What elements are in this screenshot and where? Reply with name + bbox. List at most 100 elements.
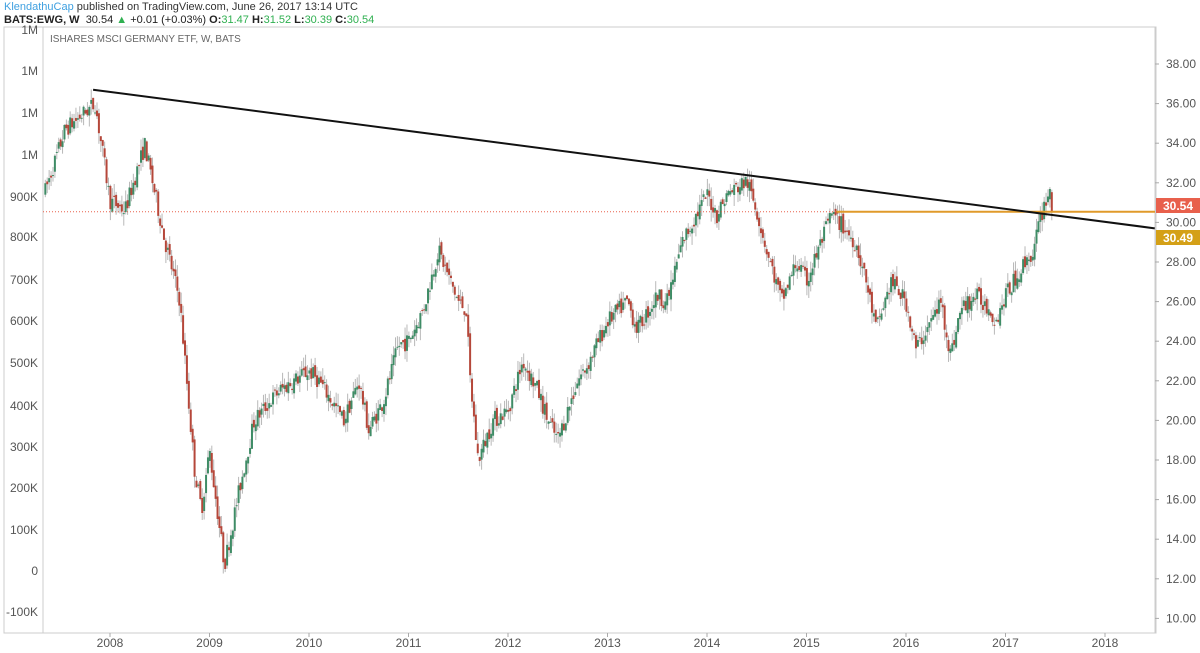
candle-up [63,124,66,140]
candle-up [1012,273,1015,293]
candle-down [815,253,818,258]
candle-down [105,159,108,184]
candle-up [503,408,506,417]
candle-up [111,198,114,213]
candle-down [155,189,158,192]
candle-down [469,333,472,376]
candle-down [168,244,171,255]
candle-down [878,316,881,318]
right-axis-label: 38.00 [1166,57,1196,71]
candle-down [631,309,634,326]
candle-down [620,298,623,314]
candle-down [224,558,227,569]
candle-up [654,292,657,308]
candle-down [509,408,512,412]
candle-up [928,322,931,328]
candle-up [287,382,290,394]
candle-down [771,258,774,267]
candle-up [53,155,56,172]
candle-up [819,239,822,246]
candle-up [344,418,347,424]
candle-up [918,337,921,339]
candle-up [1001,305,1004,310]
candle-up [143,138,146,159]
candle-down [159,218,162,226]
candle-down [264,402,267,411]
candle-up [80,117,83,119]
candle-up [664,301,667,310]
candle-up [505,409,508,413]
publisher-link[interactable]: KlendathuCap [4,1,74,13]
candle-down [74,117,77,121]
right-axis-label: 26.00 [1166,295,1196,309]
candle-up [430,274,433,290]
candle-up [666,293,669,306]
candle-down [59,139,62,147]
candle-up [270,405,273,407]
candle-down [446,262,449,273]
candle-up [44,183,47,195]
candle-up [840,216,843,233]
candle-up [1031,256,1034,261]
candle-down [191,428,194,443]
candle-up [675,261,678,270]
candle-down [991,313,994,323]
right-axis-label: 36.00 [1166,97,1196,111]
candle-down [310,368,313,379]
close-label: C: [335,14,347,26]
candle-up [427,288,430,304]
candle-down [846,230,849,232]
candle-down [471,378,474,402]
candle-up [549,421,552,423]
candle-down [178,291,181,306]
candle-down [537,379,540,399]
candle-up [390,363,393,380]
candle-up [254,424,257,432]
candle-up [1046,196,1049,203]
candle-up [363,402,366,405]
candle-down [993,324,996,326]
candle-down [794,265,797,269]
candle-down [218,516,221,528]
candle-down [647,306,650,318]
x-tick-label: 2015 [793,636,820,650]
candle-up [966,296,969,314]
candle-up [775,279,778,285]
right-axis-label: 16.00 [1166,493,1196,507]
candle-down [388,378,391,380]
candle-up [128,187,131,207]
candle-up [73,121,76,129]
candle-up [719,201,722,218]
candle-down [754,202,757,210]
candle-down [909,316,912,328]
candle-up [679,245,682,253]
candle-down [781,288,784,294]
candle-down [97,113,100,134]
candle-up [957,318,960,332]
candle-down [228,547,231,551]
candle-up [987,309,990,316]
candle-up [578,378,581,386]
candle-down [185,355,188,384]
candle-up [702,194,705,197]
candle-down [321,379,324,385]
candle-down [440,242,443,255]
candle-down [273,389,276,391]
candle-up [122,213,125,215]
candle-down [101,140,104,146]
candle-down [472,401,475,417]
candle-up [698,204,701,220]
candle-up [323,382,326,384]
candle-up [604,325,607,334]
candle-up [823,226,826,242]
candle-up [524,368,527,371]
candle-up [890,277,893,293]
candle-up [817,246,820,260]
candle-up [231,530,234,539]
candle-up [930,318,933,322]
candle-down [626,295,629,299]
candle-up [1048,189,1051,200]
candle-down [643,324,646,326]
candle-up [744,176,747,186]
